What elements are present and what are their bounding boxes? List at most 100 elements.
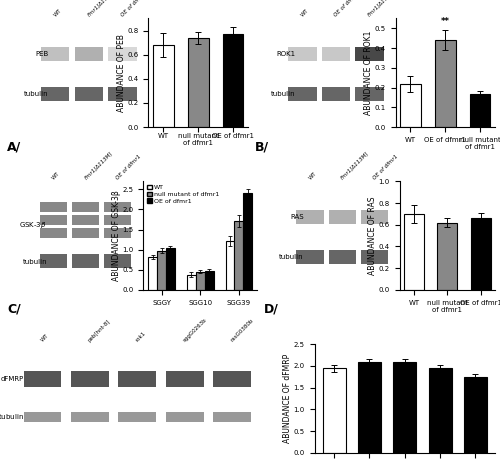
Y-axis label: ABUNDANCE OF ROK1: ABUNDANCE OF ROK1 [364,30,373,115]
Bar [361,210,388,224]
Text: WT: WT [300,8,310,18]
Bar [104,202,132,212]
Bar [187,274,196,290]
Text: PEB: PEB [36,51,49,57]
Bar [470,218,490,290]
Bar [40,215,67,225]
Text: C/: C/ [8,303,22,316]
Text: rok1: rok1 [134,331,146,343]
Text: tubulin: tubulin [22,259,47,265]
Bar [157,251,166,290]
Text: rasG0380b: rasG0380b [230,318,254,343]
Bar [296,250,324,264]
Text: RAS: RAS [290,214,304,220]
Text: Fmr1[Δ113M]: Fmr1[Δ113M] [340,150,370,180]
Bar [328,250,356,264]
Bar [41,87,70,101]
Bar [166,412,203,422]
Bar [404,214,424,290]
Legend: WT, null mutant of dfmr1, OE of dfmr1: WT, null mutant of dfmr1, OE of dfmr1 [146,184,220,204]
Bar [118,371,156,387]
Text: WT: WT [52,8,62,18]
Bar [400,84,421,127]
Bar [41,47,70,61]
Bar [118,412,156,422]
Bar [166,371,203,387]
Bar [40,254,67,268]
Bar [394,362,416,453]
Text: tubulin: tubulin [279,255,304,260]
Bar [358,362,381,453]
Bar [204,271,214,290]
Text: Fmr1[Δ113M]: Fmr1[Δ113M] [86,0,117,18]
Text: OE of dfmr1: OE of dfmr1 [372,153,399,180]
Bar [72,254,99,268]
Text: peb[hnt-8]: peb[hnt-8] [87,319,112,343]
Text: B/: B/ [254,140,268,153]
Bar [288,87,316,101]
Text: tubulin: tubulin [24,91,49,97]
Bar [234,221,244,290]
Bar [74,47,103,61]
Bar [428,368,452,453]
Bar [166,249,175,290]
Bar [153,45,174,127]
Bar [40,228,67,238]
Bar [72,215,99,225]
Bar [288,47,316,61]
Text: OE of dfmr1: OE of dfmr1 [120,0,147,18]
Text: tubulin: tubulin [271,91,296,97]
Bar [104,254,132,268]
Bar [438,223,458,290]
Bar [24,371,62,387]
Text: **: ** [441,18,450,26]
Bar [40,202,67,212]
Bar [71,412,109,422]
Y-axis label: ABUNDANCE OF RAS: ABUNDANCE OF RAS [368,196,378,275]
Text: OE of dfmr1: OE of dfmr1 [334,0,360,18]
Bar [213,371,251,387]
Bar [322,87,350,101]
Text: WT: WT [308,170,317,180]
Bar [72,202,99,212]
Y-axis label: ABUNDANCE OF dFMRP: ABUNDANCE OF dFMRP [283,354,292,443]
Bar [222,34,244,127]
Bar [244,193,252,290]
Text: WT: WT [40,334,50,343]
Text: WT: WT [51,170,60,180]
Bar [435,40,456,127]
Bar [108,47,136,61]
Bar [464,377,487,453]
Bar [104,228,132,238]
Text: dFMRP: dFMRP [0,376,24,382]
Text: OE of dfmr1: OE of dfmr1 [116,153,142,180]
Bar [72,228,99,238]
Bar [148,257,157,290]
Text: sggG0263b: sggG0263b [182,317,208,343]
Bar [74,87,103,101]
Text: A/: A/ [8,140,22,153]
Bar [322,47,350,61]
Text: Fmr1[Δ113M]: Fmr1[Δ113M] [367,0,397,18]
Bar [24,412,62,422]
Bar [104,215,132,225]
Text: ROK1: ROK1 [276,51,296,57]
Bar [356,87,384,101]
Text: Fmr1[Δ113M]: Fmr1[Δ113M] [83,150,113,180]
Bar [188,38,208,127]
Bar [196,272,204,290]
Bar [470,95,490,127]
Bar [71,371,109,387]
Text: D/: D/ [264,303,279,316]
Bar [213,412,251,422]
Text: $\alpha$-tubulin: $\alpha$-tubulin [0,413,24,421]
Bar [322,368,345,453]
Text: GSK-3$\beta$: GSK-3$\beta$ [20,220,47,230]
Bar [108,87,136,101]
Bar [296,210,324,224]
Bar [226,241,234,290]
Bar [361,250,388,264]
Bar [356,47,384,61]
Y-axis label: ABUNDANCE OF PEB: ABUNDANCE OF PEB [117,34,126,112]
Bar [328,210,356,224]
